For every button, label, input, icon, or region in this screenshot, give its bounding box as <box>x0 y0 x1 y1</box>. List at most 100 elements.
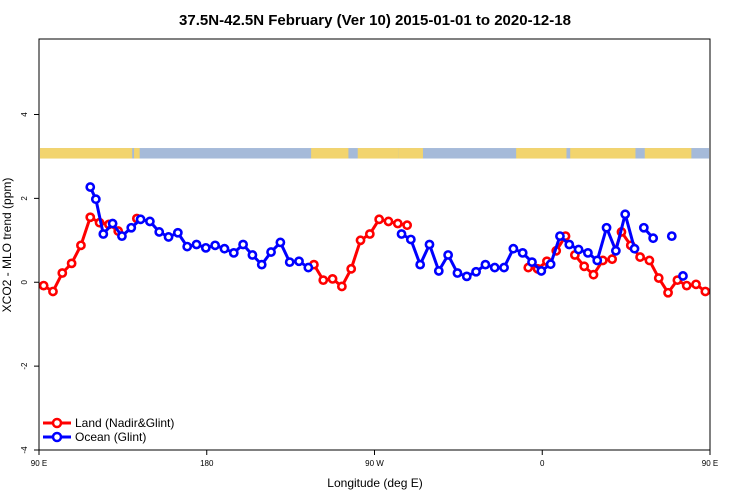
land-point <box>653 273 664 283</box>
ocean-point <box>275 237 286 248</box>
ocean-point <box>678 271 688 281</box>
ocean-point <box>200 242 211 253</box>
y-axis-label: XCO2 - MLO trend (ppm) <box>0 178 14 313</box>
ocean-point <box>256 259 267 270</box>
legend-marker-ocean <box>51 431 63 443</box>
land-point <box>607 254 618 265</box>
y-tick-label: -2 <box>20 362 29 370</box>
legend-label-land: Land (Nadir&Glint) <box>75 416 174 430</box>
land-point <box>374 214 385 225</box>
land-segment <box>644 148 692 159</box>
ocean-point <box>527 257 537 268</box>
land-point <box>336 281 347 292</box>
ocean-point <box>433 266 444 276</box>
land-point <box>691 279 701 290</box>
land-point <box>681 280 692 291</box>
land-point <box>355 235 366 246</box>
ocean-point <box>284 257 295 268</box>
ocean-point <box>601 222 612 233</box>
ocean-point <box>266 247 276 257</box>
legend-marker-land <box>51 417 63 429</box>
ocean-point <box>508 243 519 254</box>
ocean-point <box>629 243 640 254</box>
x-tick-label: 90 E <box>31 459 47 468</box>
ocean-point <box>107 218 118 229</box>
land-point <box>579 261 590 272</box>
y-tick-label: -4 <box>20 446 29 454</box>
ocean-point <box>452 268 463 278</box>
ocean-point <box>228 247 239 258</box>
land-point <box>739 214 746 221</box>
land-segment <box>311 148 349 159</box>
ocean-point <box>536 266 547 276</box>
ocean-point <box>424 239 435 250</box>
land-point <box>383 216 394 227</box>
ocean-point <box>564 239 575 250</box>
land-segment <box>516 148 567 159</box>
legend-label-ocean: Ocean (Glint) <box>75 430 146 444</box>
plot-frame <box>38 38 711 451</box>
ocean-point <box>98 229 109 239</box>
ocean-point <box>294 256 304 267</box>
land-point <box>588 269 599 280</box>
ocean-point <box>545 259 556 270</box>
y-tick-label: 4 <box>20 112 29 117</box>
land-point <box>85 212 96 223</box>
ocean-point <box>489 262 500 273</box>
land-point <box>730 242 737 249</box>
land-point <box>66 258 77 269</box>
ocean-point <box>461 271 472 282</box>
land-point <box>327 273 338 284</box>
ocean-point <box>396 229 407 239</box>
ocean-point <box>666 231 677 242</box>
ocean-point <box>480 259 491 270</box>
land-point <box>635 252 646 262</box>
ocean-point <box>126 222 137 233</box>
ocean-point <box>172 227 183 238</box>
land-point <box>644 255 655 266</box>
ocean-point <box>610 245 621 256</box>
land-segment <box>398 148 423 159</box>
land-line <box>715 217 750 274</box>
ocean-point <box>471 266 481 277</box>
landmask-band <box>40 148 709 159</box>
land-segment <box>40 148 133 159</box>
x-tick-label: 0 <box>540 459 545 468</box>
ocean-point <box>303 262 314 273</box>
land-point <box>364 229 375 239</box>
x-tick-label: 90 W <box>365 459 384 468</box>
land-segment <box>357 148 399 159</box>
y-axis: -4 -2 0 2 4 <box>20 112 39 454</box>
land-point <box>346 263 357 274</box>
ocean-point <box>90 194 101 205</box>
series-layer <box>39 182 750 298</box>
ocean-point <box>405 234 416 245</box>
ocean-point <box>247 250 258 260</box>
land-point <box>700 286 710 297</box>
ocean-point <box>583 247 593 258</box>
land-point <box>402 220 413 231</box>
y-tick-label: 2 <box>20 196 29 201</box>
land-point <box>76 240 86 251</box>
land-point <box>709 273 710 277</box>
ocean-point <box>499 262 509 273</box>
ocean-point <box>191 239 202 250</box>
land-point <box>392 218 403 229</box>
ocean-point <box>638 222 649 233</box>
land-point <box>57 268 68 278</box>
ocean-point <box>517 247 528 258</box>
y-tick-label: 0 <box>20 279 29 284</box>
ocean-point <box>135 214 146 225</box>
x-tick-label: 180 <box>200 459 214 468</box>
ocean-point <box>85 182 96 192</box>
ocean-point <box>648 233 659 244</box>
ocean-point <box>117 231 127 242</box>
chart-title: 37.5N-42.5N February (Ver 10) 2015-01-01… <box>179 12 571 29</box>
land-point <box>720 260 727 267</box>
land-point <box>39 280 49 291</box>
ocean-point <box>182 241 193 252</box>
land-point <box>663 287 673 298</box>
legend: Land (Nadir&Glint) Ocean (Glint) <box>43 416 174 444</box>
ocean-point <box>555 231 565 242</box>
